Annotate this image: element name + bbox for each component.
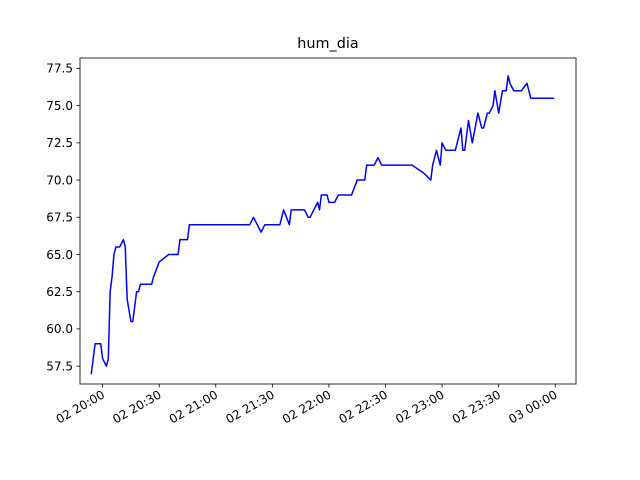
- series-line-0: [90, 75, 555, 375]
- plot-area: [80, 58, 576, 384]
- y-tick-label: 57.5: [46, 359, 73, 373]
- y-tick-label: 65.0: [46, 248, 73, 262]
- axes-frame: [79, 57, 577, 385]
- y-axis: 57.5 60.0 62.5 65.0 67.5 70.0 72.5 75.0 77.5: [46, 62, 80, 373]
- chart-title: hum_dia: [297, 36, 358, 52]
- y-tick-label: 62.5: [46, 285, 73, 299]
- y-tick-label: 75.0: [46, 99, 73, 113]
- y-tick-label: 72.5: [46, 136, 73, 150]
- y-tick-label: 70.0: [46, 173, 73, 187]
- y-tick-label: 60.0: [46, 322, 73, 336]
- series-layer: [90, 75, 555, 375]
- y-tick-label: 67.5: [46, 211, 73, 225]
- y-tick-label: 77.5: [46, 62, 73, 76]
